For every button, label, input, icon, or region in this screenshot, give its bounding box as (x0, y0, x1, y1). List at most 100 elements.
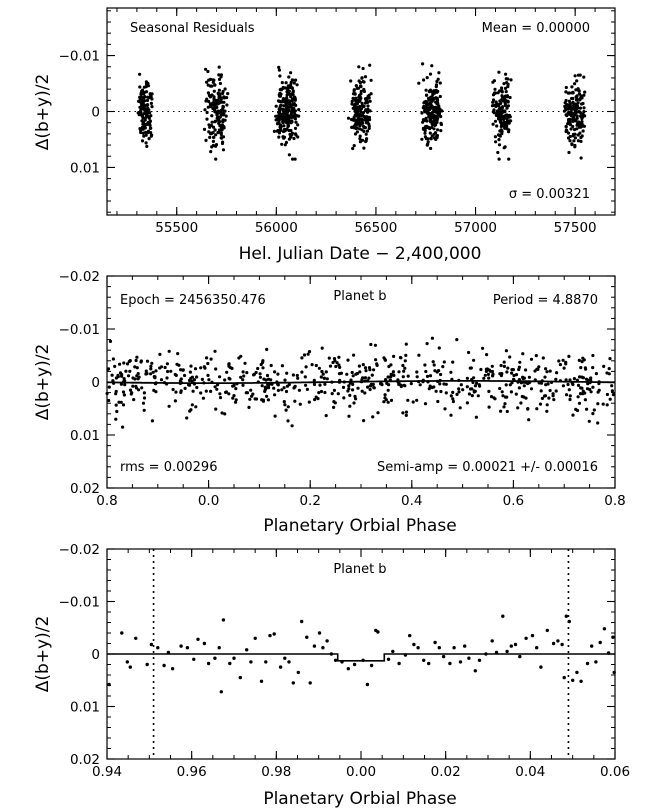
p2-point (546, 382, 550, 386)
p1-point (421, 120, 425, 124)
p2-x-tick-label: 0.8 (604, 493, 625, 509)
p1-point (506, 104, 510, 108)
p2-point (114, 389, 118, 394)
p1-point (150, 97, 154, 101)
p1-point (218, 81, 222, 86)
p2-point (535, 407, 539, 411)
p1-point (211, 135, 216, 139)
p2-point (318, 383, 322, 387)
p1-point (567, 91, 572, 95)
p3-point (567, 619, 571, 624)
p1-point (505, 81, 509, 85)
p2-point (228, 377, 232, 381)
p1-point (289, 128, 293, 133)
p2-point (451, 360, 455, 364)
p2-point (512, 373, 516, 378)
p1-point (570, 112, 574, 116)
p1-point (428, 72, 433, 76)
p1-point (294, 78, 298, 82)
p2-point (441, 365, 445, 369)
p1-point (279, 113, 283, 117)
p1-point (210, 93, 214, 97)
p2-point (372, 368, 376, 372)
p1-point (220, 124, 224, 128)
p1-point (577, 92, 582, 96)
p1-y-tick-label: −0.01 (59, 49, 100, 65)
p1-point (435, 114, 439, 119)
p1-point (435, 133, 439, 138)
p2-point (605, 403, 609, 407)
p2-point (280, 388, 284, 392)
p1-point (570, 85, 574, 89)
p1-point (278, 105, 282, 109)
p1-point (493, 135, 497, 139)
p2-point (144, 372, 148, 376)
p2-point (320, 346, 324, 350)
p2-point (368, 368, 372, 372)
p2-point (373, 343, 377, 347)
p2-point (207, 378, 211, 382)
p3-point (590, 644, 594, 648)
p1-y-axis-title: Δ(b+y)/2 (33, 74, 53, 151)
p2-point (126, 374, 131, 378)
p1-point (426, 111, 430, 115)
p2-point (468, 366, 472, 370)
p2-point (297, 388, 301, 392)
p1-point (579, 111, 583, 115)
p3-point (452, 646, 456, 650)
p2-point (376, 411, 380, 415)
p1-point (564, 129, 568, 134)
panel-planet-b-phase: 0.8 0.0 0.2 0.4 0.6 0.8 −0.02 −0.01 0 0.01 0.02 Ep… (33, 269, 626, 536)
p1-point (278, 109, 282, 113)
p3-x-tick-label: 0.00 (346, 764, 376, 780)
p2-point (158, 352, 162, 356)
p2-point (345, 372, 349, 376)
p2-point (351, 382, 355, 386)
p1-point (425, 76, 429, 80)
p1-point (573, 132, 577, 136)
p1-point (583, 90, 587, 94)
p1-point (296, 135, 300, 139)
p2-point (514, 373, 519, 377)
p2-point (328, 364, 333, 368)
p2-point (591, 385, 595, 389)
p1-point (420, 111, 424, 115)
p1-point (427, 114, 431, 118)
p3-y-axis-title: Δ(b+y)/2 (33, 616, 53, 693)
p3-y-tick-label: −0.02 (59, 542, 100, 558)
p1-point (494, 140, 498, 144)
p2-point (283, 378, 287, 382)
p1-y-tick-label: 0.01 (70, 160, 100, 176)
p2-point (430, 336, 434, 340)
p1-point (567, 150, 571, 155)
p1-point (353, 132, 358, 136)
p3-point (253, 636, 257, 640)
p2-point (529, 357, 534, 361)
p1-point (582, 110, 586, 114)
p2-point (490, 369, 494, 374)
p1-point (500, 106, 504, 110)
p2-point (167, 404, 171, 408)
p3-point (598, 640, 602, 645)
p1-point (146, 81, 150, 85)
p2-point (206, 373, 210, 377)
p1-point (204, 138, 208, 142)
p1-point (219, 136, 223, 140)
p2-point (190, 403, 194, 407)
p3-point (535, 646, 539, 650)
p2-point (346, 358, 350, 362)
p3-point (145, 662, 149, 667)
p1-point (144, 90, 149, 94)
p2-point (241, 378, 245, 382)
p3-point (346, 667, 350, 671)
p1-point (224, 114, 228, 118)
p1-point (292, 81, 296, 85)
p2-point (284, 408, 288, 412)
p2-point (558, 363, 563, 367)
p1-point (225, 103, 229, 107)
p2-point (139, 360, 143, 364)
p1-point (573, 74, 577, 78)
p1-point (508, 95, 512, 100)
p1-point (283, 143, 287, 147)
p1-point (204, 67, 208, 71)
